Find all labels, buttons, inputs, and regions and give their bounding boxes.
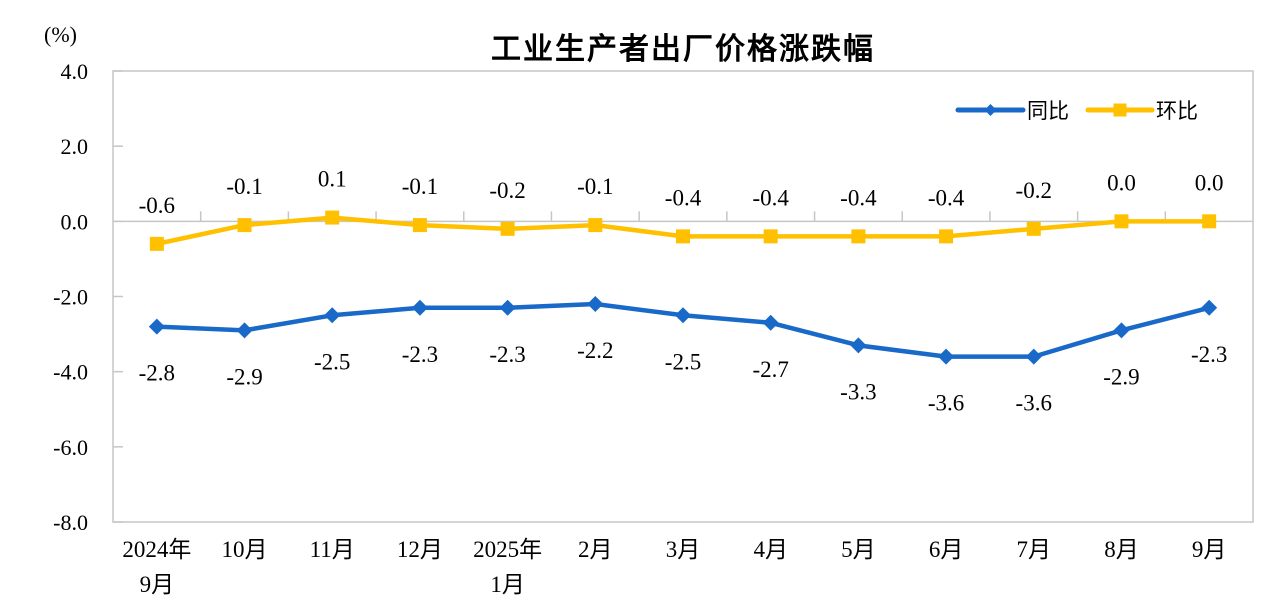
series-yoy-marker <box>1025 348 1042 365</box>
y-axis-tick-label: -6.0 <box>53 435 88 460</box>
series-mom-data-label: 0.0 <box>1107 170 1136 195</box>
series-mom-marker <box>325 210 340 225</box>
series-yoy-marker <box>675 307 691 324</box>
series-yoy-marker <box>324 307 341 324</box>
series-mom-data-label: -0.4 <box>665 185 702 210</box>
series-mom-marker <box>149 236 164 251</box>
series-mom-marker <box>1026 221 1041 236</box>
series-yoy-marker <box>850 337 867 354</box>
series-mom-marker <box>939 229 954 244</box>
x-axis-label: 6月 <box>929 537 964 562</box>
x-axis-label: 4月 <box>753 537 788 562</box>
series-mom-marker <box>1202 214 1217 229</box>
series-mom-marker <box>500 221 515 236</box>
series-yoy-marker <box>762 314 779 331</box>
series-yoy-data-label: -2.3 <box>489 342 525 367</box>
series-yoy-marker <box>499 299 516 316</box>
y-axis-tick-label: -2.0 <box>53 285 88 310</box>
series-mom-data-label: -0.1 <box>577 174 613 199</box>
legend-yoy-marker <box>984 104 997 116</box>
x-axis-label: 9月 <box>140 572 175 597</box>
series-mom-marker <box>588 218 603 233</box>
series-mom-data-label: 0.0 <box>1195 170 1224 195</box>
series-yoy-marker <box>1201 299 1218 316</box>
series-mom-data-label: -0.2 <box>489 178 525 203</box>
y-axis-tick-label: -8.0 <box>53 510 88 535</box>
series-yoy-marker <box>938 348 955 365</box>
series-yoy-data-label: -2.3 <box>402 342 438 367</box>
series-mom-marker <box>1114 214 1129 229</box>
series-yoy-marker <box>236 322 253 339</box>
x-axis-label: 7月 <box>1017 537 1052 562</box>
series-yoy-data-label: -2.3 <box>1191 342 1227 367</box>
x-axis-label: 3月 <box>666 537 701 562</box>
series-mom-marker <box>851 229 866 244</box>
series-mom-data-label: -0.4 <box>752 185 789 210</box>
x-axis-label: 10月 <box>222 537 268 562</box>
series-mom-marker <box>763 229 778 244</box>
chart-title: 工业生产者出厂价格涨跌幅 <box>491 33 875 66</box>
series-yoy-data-label: -2.7 <box>752 357 788 382</box>
series-yoy-marker <box>411 299 428 316</box>
series-mom-data-label: -0.2 <box>1016 178 1052 203</box>
series-yoy-marker <box>587 296 604 313</box>
x-axis-label: 2024年 <box>122 537 191 562</box>
series-mom-data-label: -0.4 <box>840 185 877 210</box>
y-axis-tick-label: 0.0 <box>61 209 89 234</box>
series-yoy-data-label: -3.3 <box>840 379 876 404</box>
y-axis-tick-label: 4.0 <box>61 59 89 84</box>
y-axis-tick-label: -4.0 <box>53 360 88 385</box>
legend-mom-label: 环比 <box>1156 99 1198 123</box>
series-yoy-data-label: -2.9 <box>1103 364 1139 389</box>
series-yoy-data-label: -2.2 <box>577 338 613 363</box>
legend-mom-marker <box>1113 103 1127 117</box>
x-axis-label: 8月 <box>1104 537 1139 562</box>
y-axis-unit-label: (%) <box>44 22 77 47</box>
series-yoy-data-label: -2.5 <box>314 349 350 374</box>
series-mom-data-label: -0.4 <box>928 185 965 210</box>
plot-border <box>112 70 1254 523</box>
series-yoy-data-label: -2.5 <box>665 349 701 374</box>
series-yoy-marker <box>148 318 165 335</box>
series-yoy-data-label: -2.9 <box>226 364 262 389</box>
x-axis-label: 11月 <box>310 537 355 562</box>
series-mom-marker <box>412 218 427 233</box>
series-mom-data-label: -0.1 <box>402 174 438 199</box>
series-yoy-marker <box>1113 322 1130 339</box>
series-mom-marker <box>237 218 252 233</box>
series-yoy-data-label: -3.6 <box>1016 391 1052 416</box>
y-axis-tick-label: 2.0 <box>61 134 89 159</box>
x-axis-label: 12月 <box>397 537 443 562</box>
series-mom-data-label: 0.1 <box>318 167 347 192</box>
series-yoy-data-label: -3.6 <box>928 391 964 416</box>
x-axis-label: 2月 <box>578 537 613 562</box>
x-axis-label: 9月 <box>1192 537 1227 562</box>
x-axis-label: 5月 <box>841 537 876 562</box>
x-axis-label: 2025年 <box>473 537 542 562</box>
x-axis-label: 1月 <box>490 572 525 597</box>
series-mom-marker <box>676 229 690 244</box>
legend-yoy-label: 同比 <box>1027 99 1069 123</box>
series-mom-data-label: -0.1 <box>226 174 262 199</box>
series-yoy-data-label: -2.8 <box>139 361 175 386</box>
series-mom-data-label: -0.6 <box>139 193 175 218</box>
